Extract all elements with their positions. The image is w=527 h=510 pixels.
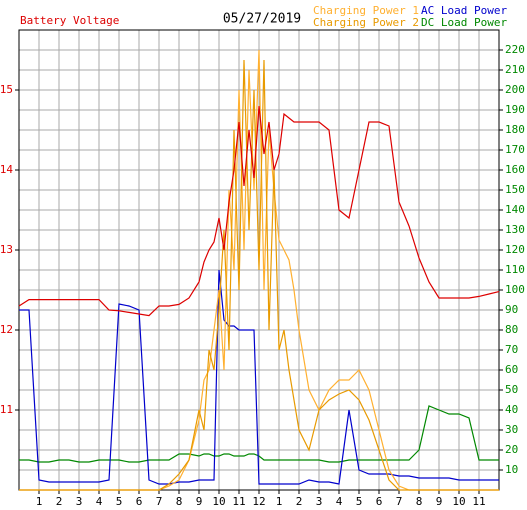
x-tick-label: 8 — [176, 495, 183, 508]
x-tick-label: 8 — [416, 495, 423, 508]
x-tick-label: 2 — [296, 495, 303, 508]
x-tick-label: 10 — [212, 495, 225, 508]
x-tick-label: 7 — [396, 495, 403, 508]
y2-tick-label: 60 — [505, 363, 518, 376]
y2-tick-label: 220 — [505, 43, 525, 56]
y-tick-label: 11 — [0, 403, 13, 416]
x-tick-label: 4 — [336, 495, 343, 508]
legend-entry: Charging Power 2 — [313, 16, 419, 29]
y-tick-label: 12 — [0, 323, 13, 336]
chart-title: 05/27/2019 — [223, 12, 301, 27]
y2-tick-label: 10 — [505, 463, 518, 476]
y-tick-label: 15 — [0, 83, 13, 96]
legend-entry: Charging Power 1 — [313, 4, 419, 17]
y2-tick-label: 190 — [505, 103, 525, 116]
y2-tick-label: 150 — [505, 183, 525, 196]
series-line — [19, 269, 499, 485]
x-tick-label: 6 — [136, 495, 143, 508]
plot-border — [18, 29, 500, 491]
y2-tick-label: 70 — [505, 343, 518, 356]
y2-tick-label: 120 — [505, 243, 525, 256]
y-axis-label: Battery Voltage — [20, 14, 119, 27]
x-tick-label: 3 — [76, 495, 83, 508]
x-tick-label: 10 — [452, 495, 465, 508]
series-line — [19, 59, 499, 491]
y2-tick-label: 110 — [505, 263, 525, 276]
y2-tick-label: 210 — [505, 63, 525, 76]
x-tick-label: 6 — [376, 495, 383, 508]
x-tick-label: 11 — [232, 495, 245, 508]
x-tick-label: 5 — [356, 495, 363, 508]
x-tick-label: 7 — [156, 495, 163, 508]
x-tick-label: 2 — [56, 495, 63, 508]
x-tick-label: 12 — [252, 495, 265, 508]
y2-tick-label: 90 — [505, 303, 518, 316]
y2-tick-label: 80 — [505, 323, 518, 336]
series-line — [19, 405, 499, 463]
y2-tick-label: 180 — [505, 123, 525, 136]
legend-entry: AC Load Power — [421, 4, 507, 17]
x-tick-label: 9 — [436, 495, 443, 508]
y2-tick-label: 100 — [505, 283, 525, 296]
x-tick-label: 1 — [276, 495, 283, 508]
y2-tick-label: 200 — [505, 83, 525, 96]
x-tick-label: 5 — [116, 495, 123, 508]
y2-tick-label: 20 — [505, 443, 518, 456]
y2-tick-label: 140 — [505, 203, 525, 216]
y2-tick-label: 170 — [505, 143, 525, 156]
x-tick-label: 3 — [316, 495, 323, 508]
y2-tick-label: 30 — [505, 423, 518, 436]
x-tick-label: 1 — [36, 495, 43, 508]
y-tick-label: 14 — [0, 163, 13, 176]
y-tick-label: 13 — [0, 243, 13, 256]
legend-entry: DC Load Power — [421, 16, 507, 29]
y2-tick-label: 130 — [505, 223, 525, 236]
y2-tick-label: 160 — [505, 163, 525, 176]
series-line — [18, 105, 500, 317]
x-tick-label: 4 — [96, 495, 103, 508]
y2-tick-label: 40 — [505, 403, 518, 416]
x-tick-label: 9 — [196, 495, 203, 508]
x-tick-label: 11 — [472, 495, 485, 508]
y2-tick-label: 50 — [505, 383, 518, 396]
